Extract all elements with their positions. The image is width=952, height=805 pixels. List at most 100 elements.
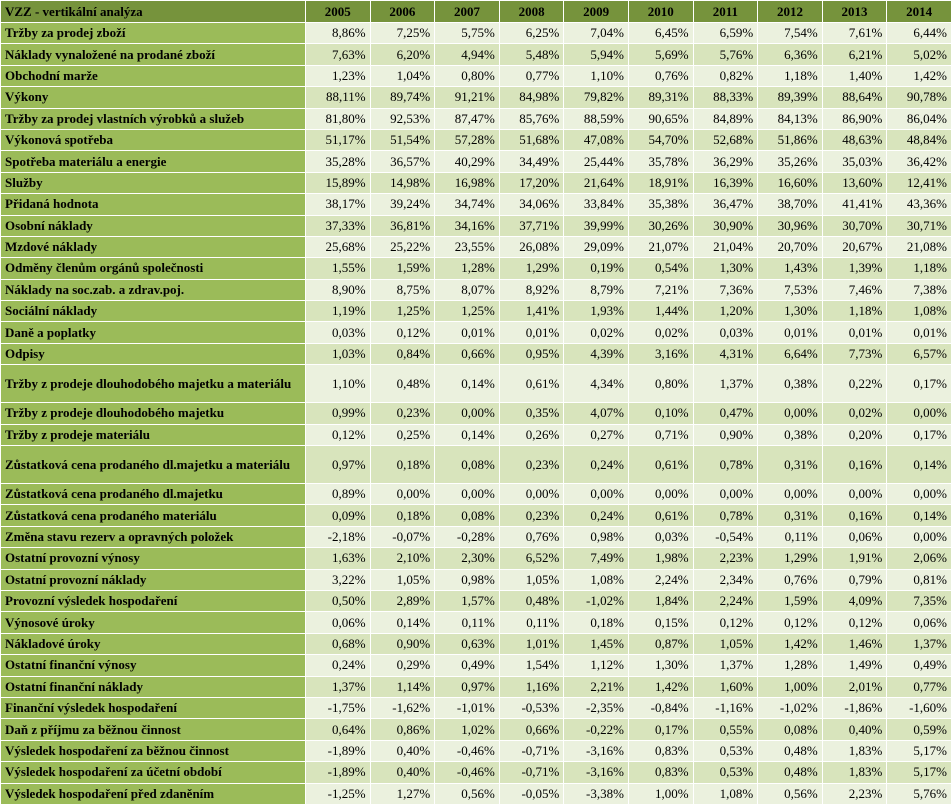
year-header: 2012 — [757, 0, 823, 23]
value-cell: 0,15% — [627, 611, 694, 634]
row-label: Tržby z prodeje materiálu — [0, 423, 306, 447]
value-cell: 1,39% — [821, 257, 888, 280]
table-row: Výkony 88,11% 89,74% 91,21% 84,98% 79,82% 89,3… — [0, 86, 952, 109]
value-cell: 84,13% — [757, 107, 823, 130]
value-cell: 54,70% — [627, 128, 694, 152]
value-cell: 35,28% — [305, 150, 371, 173]
value-cell: 1,29% — [498, 257, 565, 280]
value-cell: 0,64% — [305, 718, 371, 741]
value-cell: 35,38% — [627, 193, 694, 216]
value-cell: 86,90% — [821, 107, 888, 130]
value-cell: -0,71% — [498, 761, 565, 784]
value-cell: 6,52% — [498, 547, 565, 570]
value-cell: 1,28% — [434, 257, 500, 280]
value-cell: 0,20% — [821, 423, 888, 447]
table-row: Výnosové úroky 0,06% 0,14% 0,11% 0,11% 0,18% 0… — [0, 611, 952, 634]
value-cell: 0,00% — [627, 483, 694, 506]
value-cell: 1,25% — [434, 300, 500, 323]
value-cell: 0,78% — [692, 504, 759, 527]
value-cell: 0,00% — [886, 483, 952, 506]
value-cell: 30,70% — [821, 214, 888, 237]
value-cell: 6,64% — [757, 342, 823, 366]
value-cell: 1,63% — [305, 547, 371, 570]
value-cell: 25,68% — [305, 235, 371, 259]
value-cell: 0,03% — [305, 321, 371, 344]
value-cell: 0,40% — [369, 739, 436, 763]
value-cell: 0,08% — [434, 445, 500, 485]
value-cell: -0,07% — [369, 525, 436, 549]
value-cell: 0,06% — [886, 611, 952, 634]
value-cell: 0,53% — [692, 739, 759, 763]
value-cell: 21,08% — [886, 235, 952, 259]
value-cell: 39,99% — [563, 214, 629, 237]
value-cell: 0,01% — [821, 321, 888, 344]
value-cell: 0,02% — [627, 321, 694, 344]
value-cell: 1,40% — [821, 64, 888, 88]
value-cell: 0,00% — [692, 483, 759, 506]
value-cell: 0,17% — [627, 718, 694, 741]
value-cell: 4,31% — [692, 342, 759, 366]
row-label: Provozní výsledek hospodaření — [0, 589, 306, 613]
value-cell: 0,02% — [821, 402, 888, 425]
row-label: Nákladové úroky — [0, 632, 306, 656]
value-cell: 0,79% — [821, 568, 888, 591]
value-cell: 87,47% — [434, 107, 500, 130]
value-cell: 0,61% — [627, 504, 694, 527]
value-cell: -1,62% — [369, 696, 436, 720]
table-row: Spotřeba materiálu a energie 35,28% 36,57%… — [0, 150, 952, 173]
value-cell: -3,16% — [563, 761, 629, 784]
row-label: Výkony — [0, 86, 306, 109]
value-cell: 3,16% — [627, 342, 694, 366]
table-row: Výsledek hospodaření za účetní období -1,… — [0, 761, 952, 784]
value-cell: 0,14% — [886, 504, 952, 527]
value-cell: -1,25% — [305, 782, 371, 805]
value-cell: -1,89% — [305, 761, 371, 784]
value-cell: 1,59% — [369, 257, 436, 280]
value-cell: 0,14% — [434, 423, 500, 447]
value-cell: 0,31% — [757, 504, 823, 527]
row-label: Mzdové náklady — [0, 235, 306, 259]
row-label: Náklady vynaložené na prodané zboží — [0, 43, 306, 66]
row-label: Zůstatková cena prodaného materiálu — [0, 504, 306, 527]
table-row: Ostatní provozní náklady 3,22% 1,05% 0,98% 1… — [0, 568, 952, 591]
value-cell: 7,54% — [757, 21, 823, 45]
row-label: Tržby z prodeje dlouhodobého majetku a m… — [0, 364, 306, 404]
value-cell: 5,76% — [886, 782, 952, 805]
value-cell: 0,48% — [498, 589, 565, 613]
value-cell: 1,45% — [563, 632, 629, 656]
table-row: Mzdové náklady 25,68% 25,22% 23,55% 26,08% 29… — [0, 235, 952, 259]
value-cell: -0,54% — [692, 525, 759, 549]
value-cell: 7,35% — [886, 589, 952, 613]
value-cell: 1,05% — [369, 568, 436, 591]
value-cell: 15,89% — [305, 171, 371, 195]
value-cell: 0,24% — [305, 654, 371, 677]
value-cell: 0,14% — [886, 445, 952, 485]
value-cell: 16,39% — [692, 171, 759, 195]
value-cell: 0,81% — [886, 568, 952, 591]
table-row: Změna stavu rezerv a opravných položek -2… — [0, 525, 952, 549]
value-cell: 0,56% — [757, 782, 823, 805]
value-cell: 0,00% — [886, 525, 952, 549]
value-cell: 51,68% — [498, 128, 565, 152]
value-cell: 25,44% — [563, 150, 629, 173]
value-cell: 1,10% — [305, 364, 371, 404]
value-cell: 0,01% — [434, 321, 500, 344]
value-cell: 1,23% — [305, 64, 371, 88]
value-cell: 48,63% — [821, 128, 888, 152]
value-cell: 1,20% — [692, 300, 759, 323]
year-header: 2014 — [886, 0, 952, 23]
value-cell: 0,55% — [692, 718, 759, 741]
value-cell: 1,98% — [627, 547, 694, 570]
value-cell: -0,46% — [434, 739, 500, 763]
value-cell: 0,54% — [627, 257, 694, 280]
value-cell: 5,48% — [498, 43, 565, 66]
row-label: Obchodní marže — [0, 64, 306, 88]
value-cell: 91,21% — [434, 86, 500, 109]
value-cell: 37,71% — [498, 214, 565, 237]
value-cell: 1,04% — [369, 64, 436, 88]
value-cell: -1,86% — [821, 696, 888, 720]
value-cell: 4,07% — [563, 402, 629, 425]
row-label: Změna stavu rezerv a opravných položek — [0, 525, 306, 549]
value-cell: 12,41% — [886, 171, 952, 195]
